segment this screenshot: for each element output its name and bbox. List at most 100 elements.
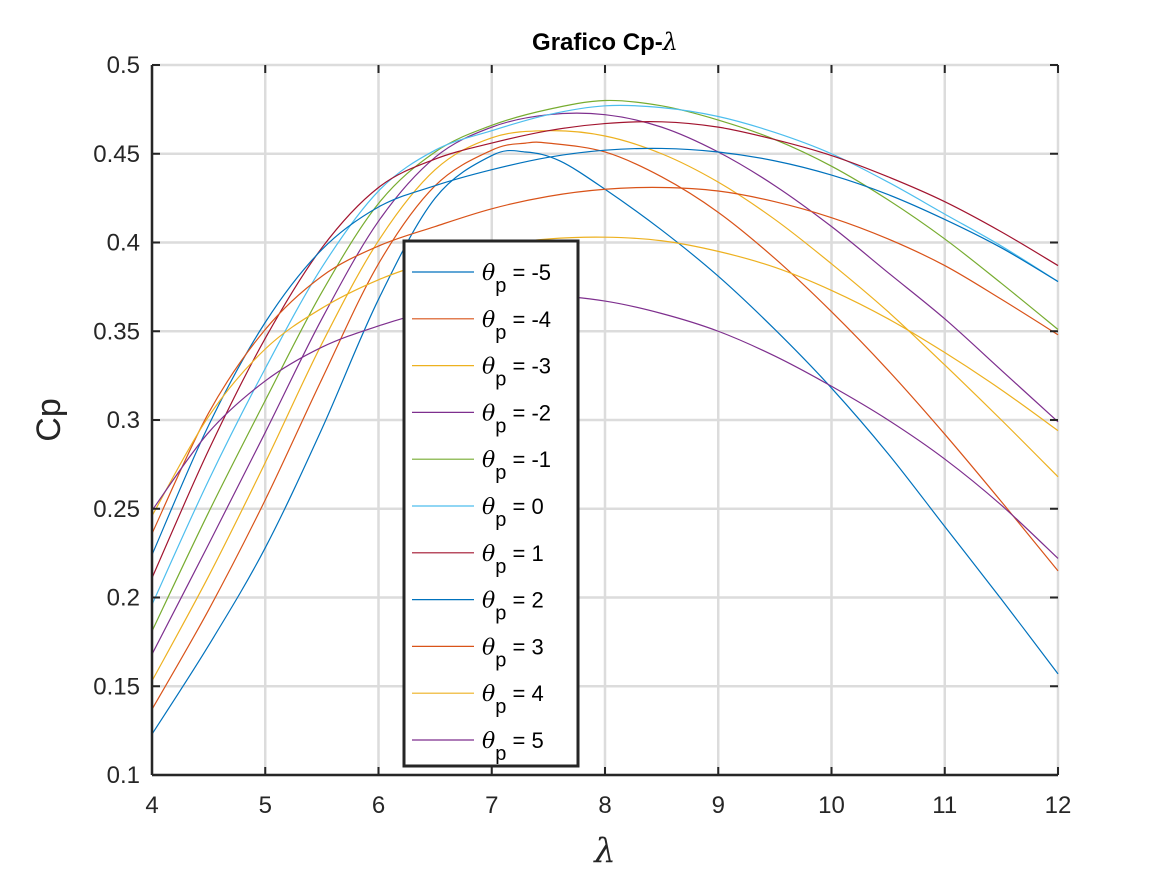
legend-subscript: p [495, 322, 506, 344]
x-tick-label: 12 [1045, 792, 1072, 819]
legend-label: θp = 0 [482, 494, 544, 531]
legend-subscript: p [495, 649, 506, 671]
legend-label: θp = -4 [482, 307, 551, 344]
legend-subscript: p [495, 603, 506, 625]
tick-labels: 4 5 6 7 8 9 10 11 120.10.150.20.250.30.350.40.45… [93, 52, 1071, 819]
legend-subscript: p [495, 696, 506, 718]
series-line-10 [151, 295, 1059, 559]
legend-equals: = [506, 681, 531, 706]
series-line-5 [151, 104, 1059, 605]
series-line-3 [151, 112, 1059, 655]
legend-value: -4 [531, 307, 551, 332]
y-tick-label: 0.35 [93, 318, 140, 345]
legend-value: 4 [531, 681, 543, 706]
legend-entry: θp = -2 [412, 400, 551, 437]
legend-equals: = [506, 447, 531, 472]
x-tick-label: 4 [145, 792, 158, 819]
legend-label: θp = 5 [482, 728, 544, 765]
legend-label: θp = 2 [482, 588, 544, 625]
legend-value: 5 [531, 728, 543, 753]
y-tick-label: 0.2 [107, 585, 140, 612]
x-tick-label: 9 [712, 792, 725, 819]
legend-value: -5 [531, 260, 551, 285]
legend-entry: θp = -3 [412, 354, 551, 391]
x-tick-label: 6 [372, 792, 385, 819]
axes [150, 64, 1059, 777]
y-tick-label: 0.45 [93, 141, 140, 168]
legend-theta-symbol: θ [482, 542, 495, 567]
series-line-7 [151, 147, 1059, 556]
legend-entry: θp = 5 [412, 728, 544, 765]
legend-entry: θp = 3 [412, 634, 544, 671]
legend-value: 2 [531, 588, 543, 613]
legend-equals: = [506, 400, 531, 425]
legend-theta-symbol: θ [482, 401, 495, 426]
x-tick-label: 8 [598, 792, 611, 819]
series-line-8 [151, 186, 1059, 534]
legend-entry: θp = 4 [412, 681, 544, 718]
x-tick-label: 7 [485, 792, 498, 819]
legend-entry: θp = -5 [412, 260, 551, 297]
legend-label: θp = -2 [482, 400, 551, 437]
series-layer [151, 99, 1059, 735]
legend-theta-symbol: θ [482, 682, 495, 707]
legend-equals: = [506, 307, 531, 332]
y-tick-label: 0.1 [107, 762, 140, 789]
y-tick-label: 0.4 [107, 230, 140, 257]
legend-subscript: p [495, 743, 506, 765]
legend-equals: = [506, 354, 531, 379]
legend-subscript: p [495, 369, 506, 391]
chart-title: Grafico Cp-λ [532, 28, 678, 56]
legend-theta-symbol: θ [482, 308, 495, 333]
legend-equals: = [506, 634, 531, 659]
legend-entry: θp = -1 [412, 447, 551, 484]
legend-value: 0 [531, 494, 543, 519]
x-tick-label: 10 [818, 792, 845, 819]
legend-theta-symbol: θ [482, 495, 495, 520]
series-line-6 [151, 121, 1059, 579]
y-tick-label: 0.25 [93, 496, 140, 523]
x-tick-label: 11 [932, 792, 957, 819]
legend-subscript: p [495, 275, 506, 297]
series-line-9 [151, 236, 1059, 517]
grid [150, 63, 1060, 777]
legend-theta-symbol: θ [482, 729, 495, 754]
legend-value: 1 [531, 541, 543, 566]
y-tick-label: 0.5 [107, 52, 140, 79]
chart-title-text: Grafico Cp- [532, 29, 663, 56]
series-line-0 [151, 149, 1059, 735]
y-axis-label: Cp [30, 398, 68, 441]
legend-equals: = [506, 260, 531, 285]
legend-entry: θp = 2 [412, 588, 544, 625]
series-line-4 [151, 99, 1059, 632]
legend-entry: θp = 0 [412, 494, 544, 531]
x-axis-label: λ [592, 831, 616, 871]
legend-equals: = [506, 588, 531, 613]
legend-box [402, 239, 580, 768]
legend-theta-symbol: θ [482, 589, 495, 614]
series-line-2 [151, 130, 1059, 682]
legend-value: -2 [531, 400, 551, 425]
legend-subscript: p [495, 462, 506, 484]
legend-label: θp = -5 [482, 260, 551, 297]
x-tick-label: 5 [259, 792, 272, 819]
legend-value: -3 [531, 354, 551, 379]
series-line-1 [151, 141, 1059, 710]
legend-theta-symbol: θ [482, 448, 495, 473]
legend-label: θp = -1 [482, 447, 551, 484]
legend-equals: = [506, 728, 531, 753]
legend-subscript: p [495, 415, 506, 437]
legend-value: 3 [531, 634, 543, 659]
legend-equals: = [506, 494, 531, 519]
legend-label: θp = 4 [482, 681, 544, 718]
legend-theta-symbol: θ [482, 261, 495, 286]
y-tick-label: 0.15 [93, 673, 140, 700]
legend-theta-symbol: θ [482, 355, 495, 380]
legend-label: θp = 3 [482, 634, 544, 671]
legend-label: θp = -3 [482, 354, 551, 391]
legend-entry: θp = 1 [412, 541, 544, 578]
legend-items: θp = -5θp = -4θp = -3θp = -2θp = -1θp = … [412, 260, 551, 765]
legend-entry: θp = -4 [412, 307, 551, 344]
legend-subscript: p [495, 509, 506, 531]
